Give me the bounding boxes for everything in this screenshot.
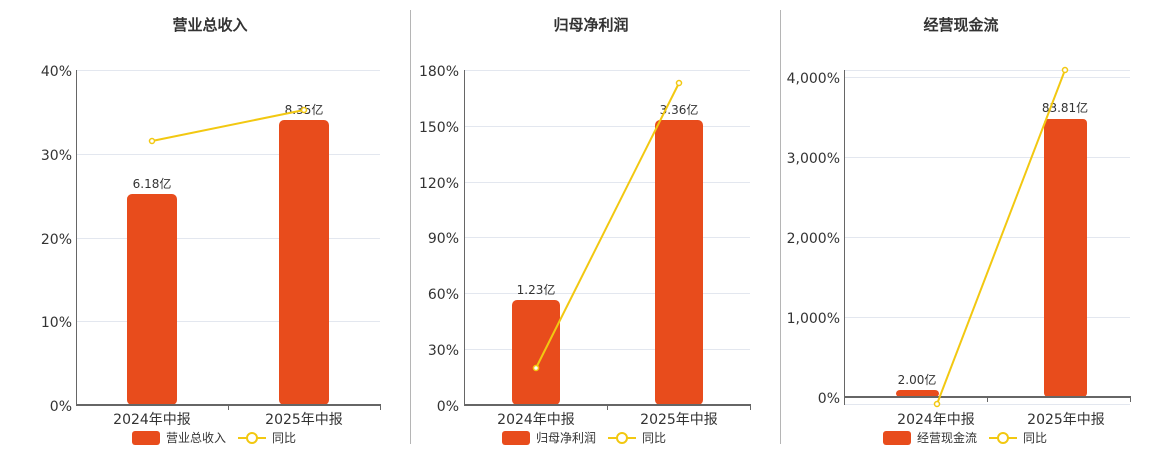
bar-2024[interactable] bbox=[896, 390, 939, 397]
legend-line-label[interactable]: 同比 bbox=[1023, 431, 1048, 445]
y-axis-labels: 180% 150% 120% 90% 60% 30% 0% bbox=[419, 64, 459, 415]
yoy-point[interactable] bbox=[675, 79, 683, 87]
chart-legend: 营业总收入 同比 bbox=[132, 429, 296, 446]
chart-title: 营业总收入 bbox=[172, 16, 248, 34]
y-tick: 4,000% bbox=[787, 71, 840, 87]
y-tick: 60% bbox=[428, 287, 459, 303]
bar-2025[interactable] bbox=[1044, 119, 1087, 397]
yoy-point[interactable] bbox=[933, 400, 941, 408]
legend-line-swatch[interactable] bbox=[238, 431, 267, 445]
bar-2024[interactable] bbox=[512, 300, 560, 405]
legend-bar-label[interactable]: 经营现金流 bbox=[917, 431, 978, 445]
chart-plot: 40% 30% 20% 10% 0% 6.18亿 8.35亿 2024年中报 2… bbox=[41, 64, 381, 428]
y-axis-labels: 4,000% 3,000% 2,000% 1,000% 0% bbox=[787, 71, 840, 407]
y-tick: 20% bbox=[41, 232, 72, 248]
grid-lines bbox=[77, 70, 380, 322]
chart-plot: 180% 150% 120% 90% 60% 30% 0% 1.23亿 3.36… bbox=[419, 64, 751, 428]
y-tick: 30% bbox=[41, 148, 72, 164]
bar-value-label: 6.18亿 bbox=[133, 176, 172, 191]
legend-line-label[interactable]: 同比 bbox=[642, 431, 667, 445]
chart-title: 经营现金流 bbox=[923, 16, 999, 34]
y-tick: 40% bbox=[41, 64, 72, 80]
bar-value-label: 2.00亿 bbox=[898, 372, 937, 387]
yoy-point[interactable] bbox=[300, 106, 308, 114]
yoy-point[interactable] bbox=[148, 137, 156, 145]
legend-bar-swatch[interactable] bbox=[883, 430, 911, 445]
x-category-label: 2024年中报 bbox=[897, 412, 975, 428]
bar-2024[interactable] bbox=[127, 194, 177, 405]
bar-2025[interactable] bbox=[279, 120, 329, 405]
x-category-label: 2024年中报 bbox=[497, 412, 575, 428]
y-tick: 90% bbox=[428, 231, 459, 247]
y-tick: 2,000% bbox=[787, 231, 840, 247]
grid-lines bbox=[844, 70, 1130, 405]
chart-legend: 归母净利润 同比 bbox=[502, 429, 666, 446]
legend-bar-swatch[interactable] bbox=[502, 430, 530, 445]
bar-value-label: 1.23亿 bbox=[517, 282, 556, 297]
legend-line-label[interactable]: 同比 bbox=[272, 431, 297, 445]
x-category-label: 2024年中报 bbox=[113, 412, 191, 428]
y-tick: 180% bbox=[419, 64, 459, 80]
y-tick: 30% bbox=[428, 343, 459, 359]
legend-bar-swatch[interactable] bbox=[132, 430, 160, 445]
bar-value-label: 3.36亿 bbox=[660, 102, 699, 117]
panel-divider bbox=[410, 10, 411, 444]
panel-divider bbox=[780, 10, 781, 444]
legend-line-swatch[interactable] bbox=[989, 431, 1018, 445]
y-tick: 0% bbox=[818, 391, 840, 407]
yoy-line[interactable] bbox=[535, 82, 680, 369]
legend-bar-label[interactable]: 归母净利润 bbox=[536, 431, 597, 445]
legend-line-swatch[interactable] bbox=[608, 431, 637, 445]
y-tick: 10% bbox=[41, 315, 72, 331]
yoy-point[interactable] bbox=[1061, 66, 1069, 74]
y-axis-labels: 40% 30% 20% 10% 0% bbox=[41, 64, 72, 415]
chart-panel-net-profit: 归母净利润 180% 150% 120% 90% 60% 30% 0% 1.23… bbox=[411, 0, 781, 450]
chart-legend: 经营现金流 同比 bbox=[883, 429, 1047, 446]
bar-2025[interactable] bbox=[655, 120, 703, 405]
legend-bar-label[interactable]: 营业总收入 bbox=[166, 431, 227, 445]
y-tick: 1,000% bbox=[787, 311, 840, 327]
x-category-label: 2025年中报 bbox=[265, 412, 343, 428]
yoy-line[interactable] bbox=[936, 69, 1066, 405]
y-tick: 0% bbox=[50, 399, 72, 415]
x-category-label: 2025年中报 bbox=[640, 412, 718, 428]
grid-lines bbox=[464, 70, 750, 350]
x-category-label: 2025年中报 bbox=[1027, 412, 1105, 428]
y-tick: 120% bbox=[419, 176, 459, 192]
y-tick: 0% bbox=[437, 399, 459, 415]
y-tick: 150% bbox=[419, 120, 459, 136]
chart-plot: 4,000% 3,000% 2,000% 1,000% 0% 2.00亿 83.… bbox=[787, 66, 1131, 428]
bar-value-label: 83.81亿 bbox=[1042, 100, 1088, 115]
chart-panel-operating-cash-flow: 经营现金流 4,000% 3,000% 2,000% 1,000% 0% 2.0… bbox=[781, 0, 1160, 450]
yoy-line[interactable] bbox=[151, 109, 305, 142]
chart-title: 归母净利润 bbox=[553, 16, 629, 34]
yoy-point[interactable] bbox=[532, 364, 540, 372]
y-tick: 3,000% bbox=[787, 151, 840, 167]
chart-panel-revenue: 营业总收入 40% 30% 20% 10% 0% 6.18亿 8.35亿 202… bbox=[0, 0, 410, 450]
